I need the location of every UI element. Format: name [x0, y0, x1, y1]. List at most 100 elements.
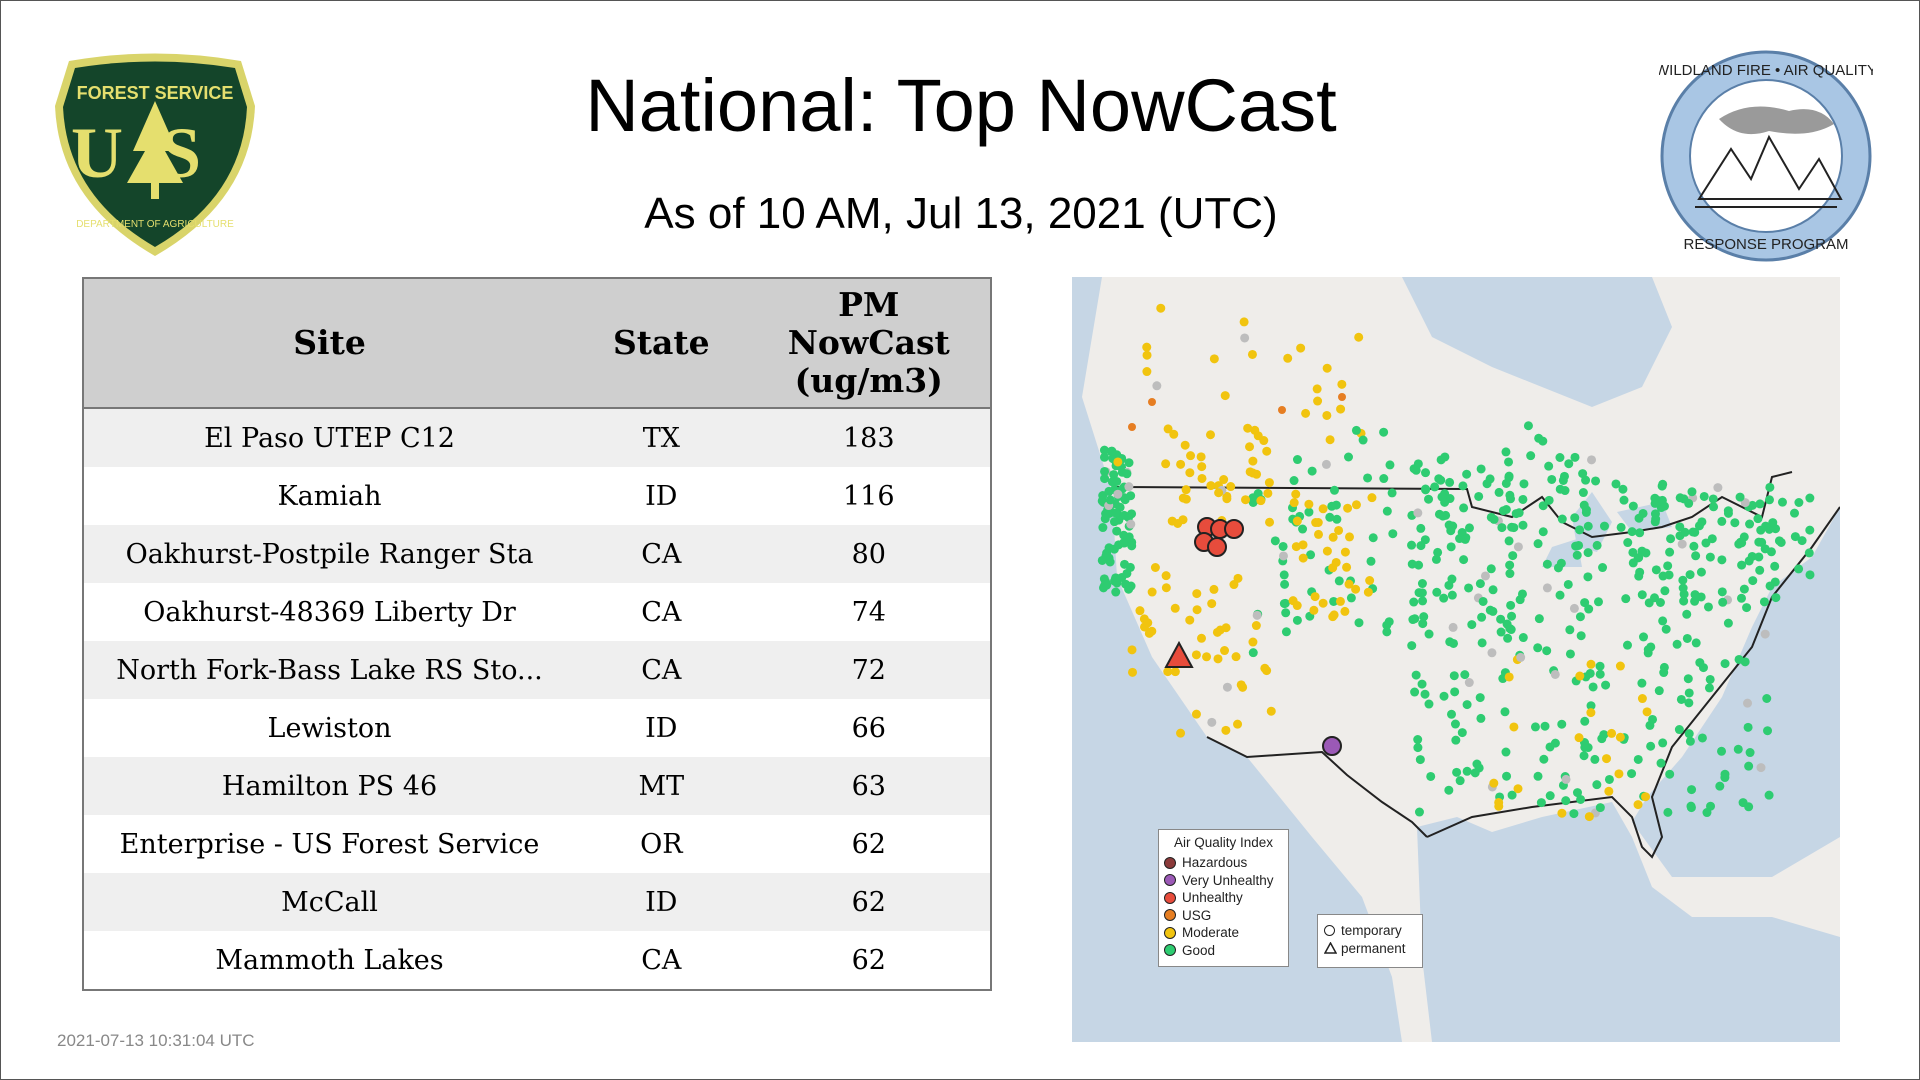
legend-item: Very Unhealthy [1164, 872, 1288, 890]
site-marker [1248, 648, 1258, 658]
site-marker [1523, 421, 1533, 431]
site-marker [1387, 488, 1397, 498]
site-marker [1557, 514, 1567, 524]
site-marker [1126, 519, 1136, 529]
aqi-map[interactable]: Air Quality Index Hazardous Very Unhealth… [1072, 277, 1840, 1042]
site-marker [1417, 588, 1427, 598]
atlantic-ocean [1632, 507, 1840, 877]
site-marker [1774, 536, 1784, 546]
site-marker [1687, 785, 1697, 795]
site-marker [1278, 541, 1288, 551]
site-marker [1601, 680, 1611, 690]
cell-state: CA [575, 641, 748, 699]
site-marker [1660, 586, 1670, 596]
table-row: Mammoth Lakes CA 62 [83, 931, 991, 990]
cell-site: Oakhurst-48369 Liberty Dr [83, 583, 576, 641]
site-marker [1439, 593, 1449, 603]
site-marker [1516, 652, 1526, 662]
site-marker [1686, 803, 1696, 813]
site-marker [1365, 575, 1375, 585]
site-marker [1292, 601, 1302, 611]
site-marker [1580, 716, 1590, 726]
site-marker [1102, 580, 1112, 590]
site-marker [1759, 597, 1769, 607]
site-marker [1112, 526, 1122, 536]
site-marker [1309, 605, 1319, 615]
site-marker [1432, 587, 1442, 597]
site-marker [1682, 609, 1692, 619]
site-marker [1575, 525, 1585, 535]
site-marker [1226, 482, 1236, 492]
site-marker [1569, 809, 1579, 819]
site-marker [1450, 687, 1460, 697]
site-marker [1421, 485, 1431, 495]
site-marker [1334, 576, 1344, 586]
site-marker [1771, 524, 1781, 534]
cell-state: CA [575, 931, 748, 990]
site-marker [1571, 541, 1581, 551]
cell-pm-nowcast: 116 [747, 467, 991, 525]
site-marker [1433, 547, 1443, 557]
site-marker [1436, 475, 1446, 485]
site-marker [1239, 317, 1249, 327]
site-marker [1735, 537, 1745, 547]
site-marker [1704, 683, 1714, 693]
site-marker [1327, 501, 1337, 511]
site-marker [1104, 486, 1114, 496]
site-marker [1805, 525, 1815, 535]
site-marker [1533, 771, 1543, 781]
site-marker [1496, 614, 1506, 624]
site-marker [1161, 459, 1171, 469]
site-marker [1340, 606, 1350, 616]
site-marker [1777, 497, 1787, 507]
site-marker [1124, 584, 1134, 594]
site-marker [1575, 612, 1585, 622]
site-marker [1564, 459, 1574, 469]
table-header-row: Site State PM NowCast (ug/m3) [83, 278, 991, 409]
site-marker [1576, 794, 1586, 804]
site-marker [1518, 633, 1528, 643]
site-marker [1536, 798, 1546, 808]
site-marker [1449, 671, 1459, 681]
site-marker [1122, 469, 1132, 479]
site-marker [1604, 774, 1614, 784]
site-marker [1343, 503, 1353, 513]
site-marker [1462, 766, 1472, 776]
site-marker [1570, 452, 1580, 462]
header-line: PM [838, 285, 900, 324]
site-marker [1699, 491, 1709, 501]
cell-site: North Fork-Bass Lake RS Sto... [83, 641, 576, 699]
cell-site: El Paso UTEP C12 [83, 408, 576, 467]
site-marker [1760, 629, 1770, 639]
site-marker [1209, 584, 1219, 594]
site-marker [1192, 605, 1202, 615]
site-marker [1586, 659, 1596, 669]
site-marker [1241, 495, 1251, 505]
site-marker [1478, 596, 1488, 606]
site-marker [1270, 536, 1280, 546]
site-marker [1100, 466, 1110, 476]
site-marker [1464, 678, 1474, 688]
site-marker [1444, 785, 1454, 795]
site-marker [1583, 548, 1593, 558]
site-marker [1292, 455, 1302, 465]
site-marker [1416, 523, 1426, 533]
site-marker [1191, 709, 1201, 719]
cell-state: ID [575, 467, 748, 525]
site-marker [1178, 515, 1188, 525]
site-marker [1281, 627, 1291, 637]
site-marker [1745, 519, 1755, 529]
site-marker [1413, 735, 1423, 745]
site-marker [1805, 570, 1815, 580]
site-marker [1243, 423, 1253, 433]
site-marker [1539, 754, 1549, 764]
site-marker [1628, 547, 1638, 557]
site-marker [1717, 587, 1727, 597]
site-marker [1366, 556, 1376, 566]
site-marker [1451, 735, 1461, 745]
site-marker [1446, 709, 1456, 719]
site-marker [1658, 616, 1668, 626]
cell-state: ID [575, 699, 748, 757]
site-marker [1415, 755, 1425, 765]
site-marker [1658, 571, 1668, 581]
